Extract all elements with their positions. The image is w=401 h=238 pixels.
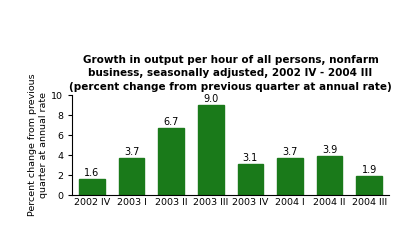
Text: 3.9: 3.9 [322,145,337,155]
Text: 6.7: 6.7 [164,117,179,127]
Text: 3.7: 3.7 [124,147,139,157]
Bar [158,128,184,195]
Bar [317,156,342,195]
Text: 3.1: 3.1 [243,153,258,163]
Bar [277,158,303,195]
Title: Growth in output per hour of all persons, nonfarm
business, seasonally adjusted,: Growth in output per hour of all persons… [69,55,392,92]
Bar [198,105,224,195]
Text: 1.6: 1.6 [84,168,99,178]
Bar [356,176,382,195]
Bar [79,179,105,195]
Bar [237,164,263,195]
Text: 9.0: 9.0 [203,94,219,104]
Text: 3.7: 3.7 [282,147,298,157]
Y-axis label: Percent change from previous
quarter at annual rate: Percent change from previous quarter at … [28,74,49,217]
Text: 1.9: 1.9 [362,165,377,175]
Bar [119,158,144,195]
